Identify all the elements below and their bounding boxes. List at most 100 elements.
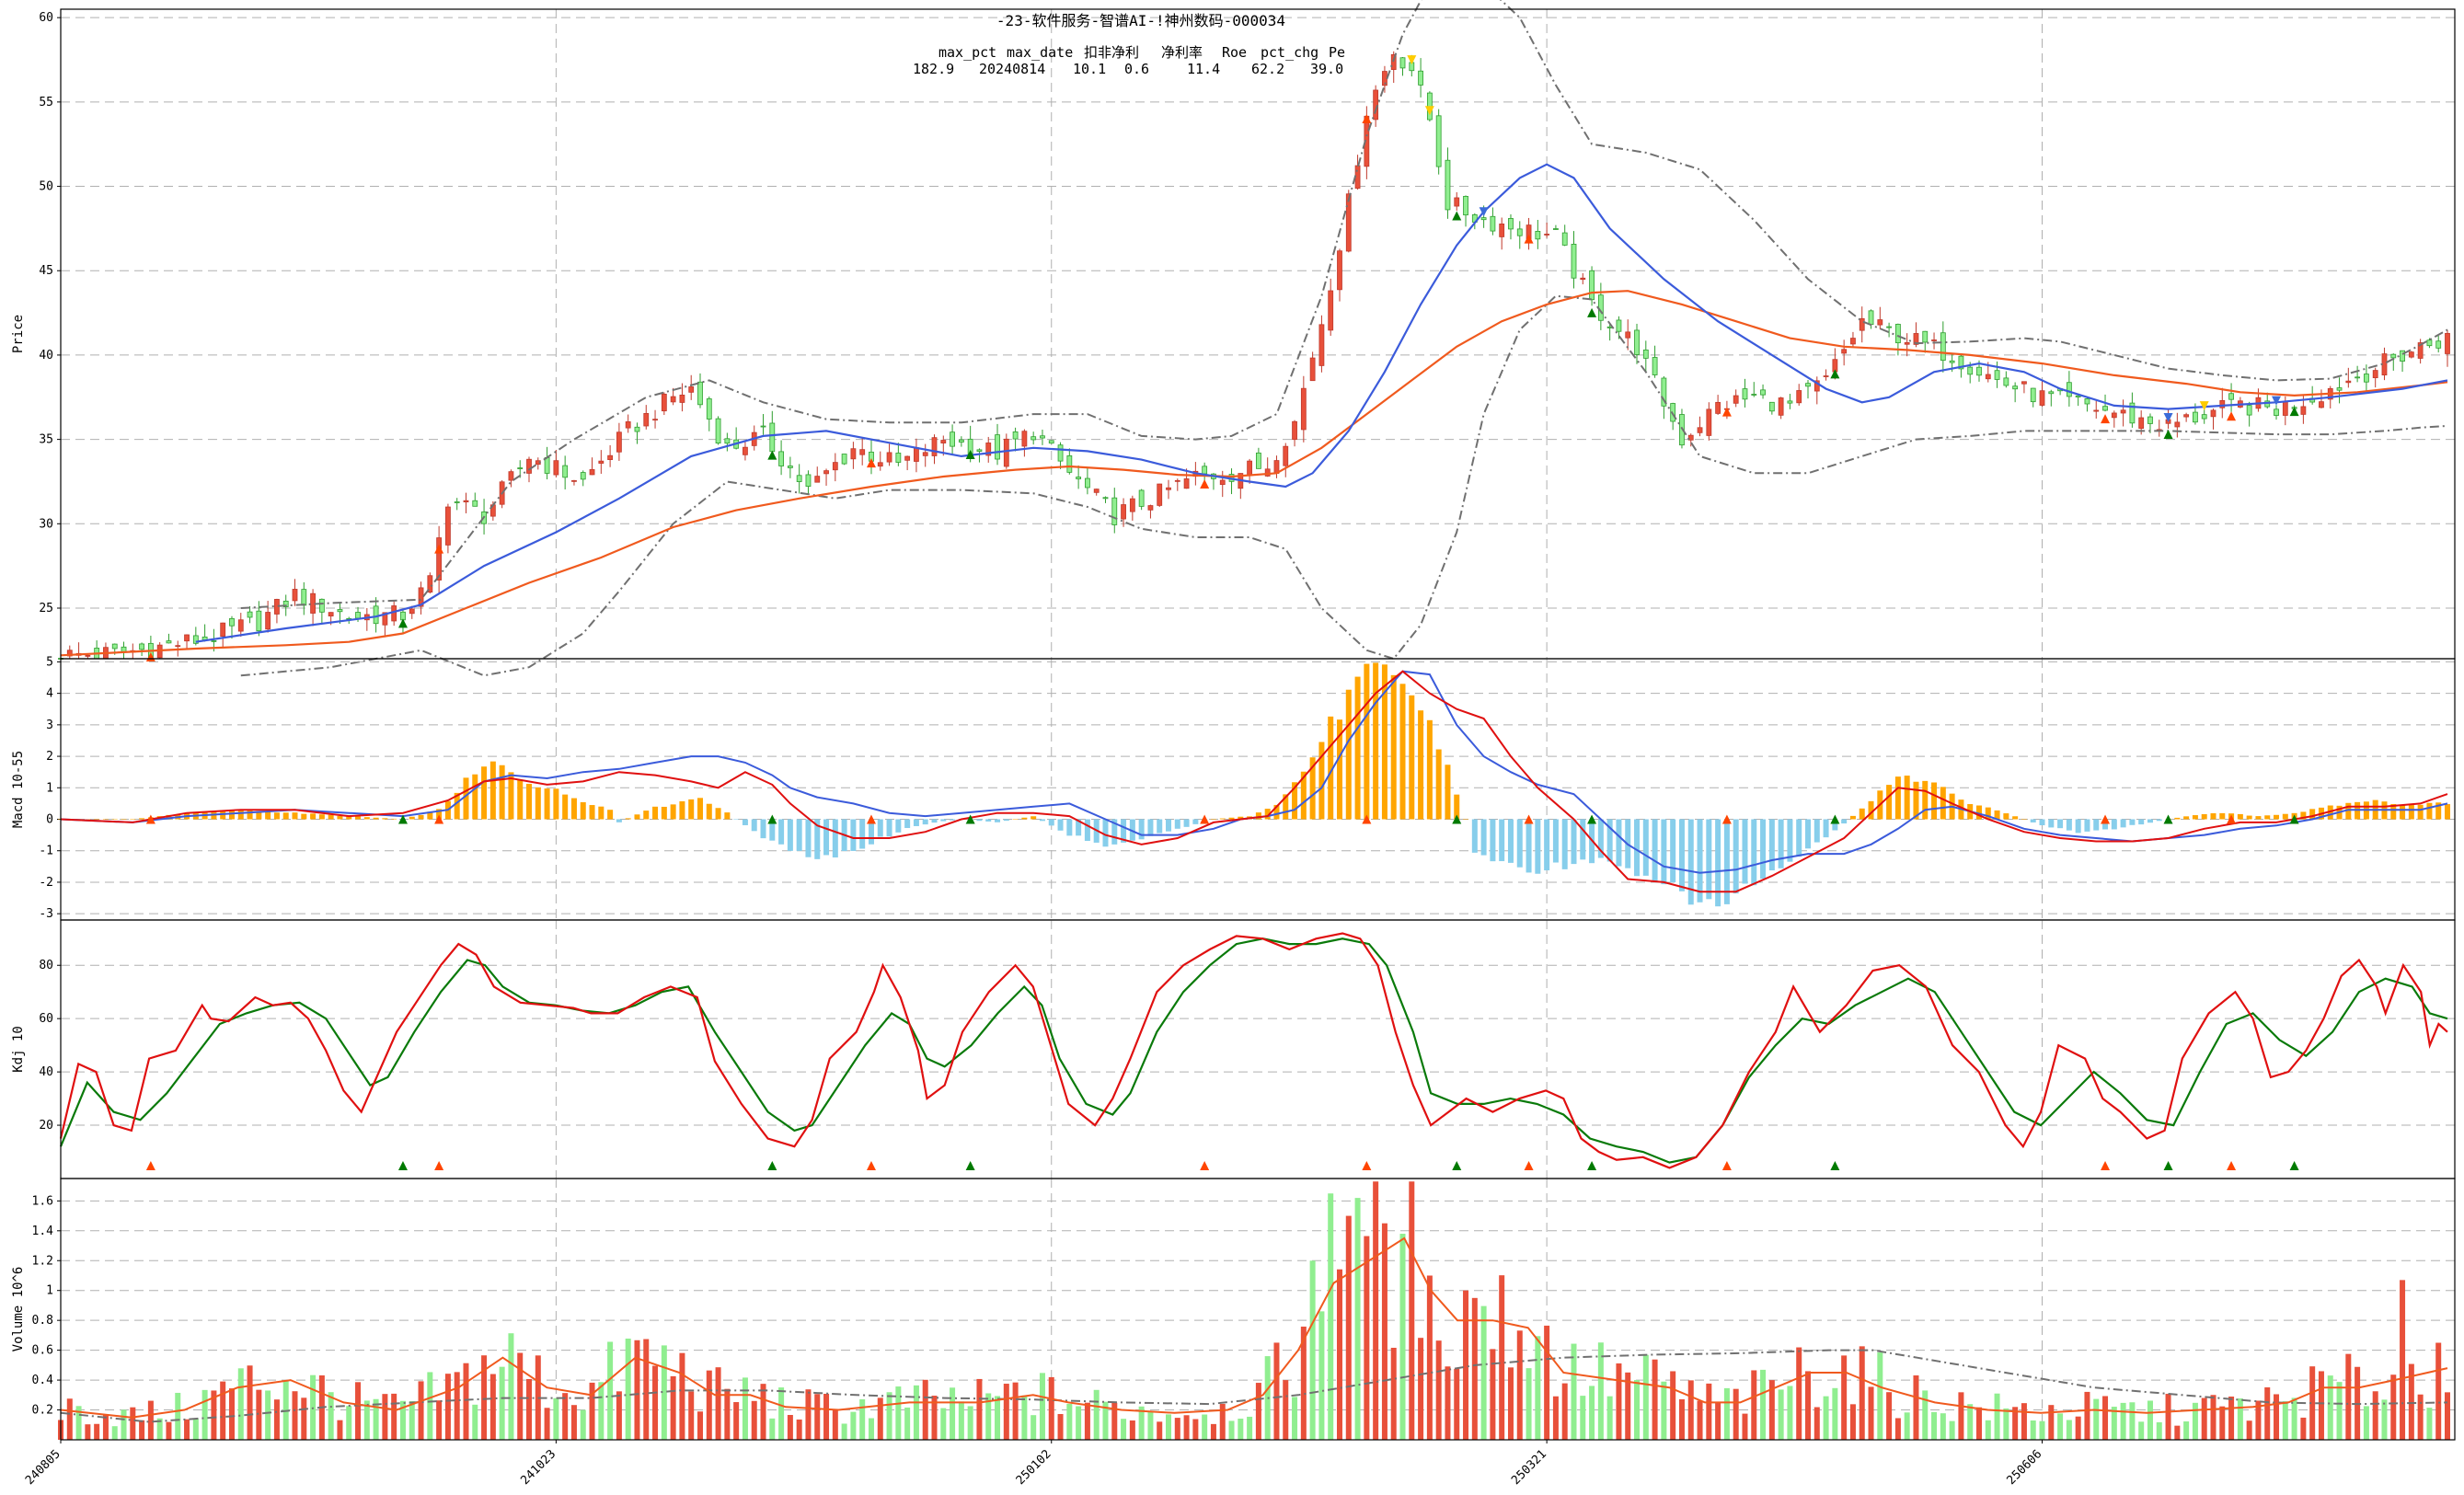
candle-body <box>1121 504 1126 520</box>
candle-body <box>814 476 821 483</box>
macd-buy-marker <box>1524 814 1534 824</box>
candle-body <box>2021 381 2027 385</box>
candle-body <box>1859 317 1865 331</box>
candle-body <box>1553 228 1559 230</box>
volume-ma-long-line <box>60 1349 2448 1423</box>
volume-bar <box>444 1374 451 1440</box>
volume-bar <box>2300 1417 2307 1440</box>
candle-body <box>607 454 614 460</box>
volume-bar <box>247 1365 253 1440</box>
candle-body <box>1625 331 1631 339</box>
macd-hist-bar <box>1300 771 1307 820</box>
candle-body <box>427 575 433 593</box>
volume-bar <box>1994 1393 2000 1440</box>
volume-bar <box>697 1411 703 1440</box>
kdj-buy-marker <box>2227 1161 2237 1170</box>
price-buy-marker <box>2227 411 2237 421</box>
volume-bar <box>859 1398 866 1440</box>
volume-bar <box>1138 1406 1145 1440</box>
volume-bar <box>1354 1198 1361 1440</box>
macd-hist-bar <box>282 812 289 820</box>
macd-hist-bar <box>751 819 757 832</box>
macd-hist-bar <box>1174 819 1180 829</box>
macd-hist-bar <box>111 819 118 821</box>
candle-body <box>1499 223 1505 237</box>
candle-body <box>1940 332 1946 362</box>
volume-bar <box>1733 1388 1739 1440</box>
kdj-buy-marker <box>145 1161 155 1170</box>
macd-hist-bar <box>2156 819 2162 822</box>
candle-body <box>1445 159 1451 211</box>
macd-hist-bar <box>1121 819 1127 843</box>
candle-body <box>2364 374 2369 383</box>
macd-ytick-label: 1 <box>46 781 53 795</box>
macd-hist-bar <box>2057 819 2064 829</box>
volume-bar <box>886 1392 892 1440</box>
macd-hist-bar <box>1597 819 1604 858</box>
candle-body <box>2336 387 2343 391</box>
volume-bar <box>2381 1399 2388 1440</box>
macd-ytick-label: 0 <box>46 813 53 827</box>
candle-body <box>1561 232 1568 246</box>
macd-hist-bar <box>1048 819 1054 826</box>
macd-hist-bar <box>1318 742 1325 820</box>
volume-bar <box>1940 1413 1946 1440</box>
volume-bar <box>111 1426 118 1440</box>
macd-hist-bar <box>976 819 983 822</box>
macd-hist-bar <box>724 812 731 820</box>
price-gold-marker <box>2199 401 2209 411</box>
volume-bar <box>1328 1193 1334 1440</box>
macd-hist-bar <box>1345 689 1352 820</box>
macd-hist-bar <box>2012 816 2019 820</box>
candle-body <box>2193 411 2198 423</box>
volume-bar <box>868 1418 874 1440</box>
volume-bar <box>616 1391 622 1440</box>
candle-body <box>1174 479 1180 482</box>
macd-hist-bar <box>508 772 514 820</box>
volume-bar <box>1210 1423 1216 1440</box>
volume-bar <box>1805 1371 1812 1440</box>
macd-hist-bar <box>2408 803 2414 820</box>
candle-body <box>508 471 514 481</box>
volume-bar <box>733 1402 740 1440</box>
macd-hist-bar <box>2219 812 2226 820</box>
candle-body <box>544 457 550 474</box>
price-gold-marker <box>1424 106 1434 116</box>
candle-body <box>1157 483 1163 506</box>
macd-hist-bar <box>1228 817 1235 820</box>
macd-hist-bar <box>1832 819 1838 831</box>
volume-bar <box>1796 1347 1802 1440</box>
macd-hist-bar <box>102 819 109 821</box>
macd-hist-bar <box>616 819 622 822</box>
macd-hist-bar <box>1760 819 1767 880</box>
macd-hist-bar <box>1364 663 1370 820</box>
volume-bar <box>147 1400 154 1440</box>
macd-hist-bar <box>373 817 379 820</box>
volume-bar <box>427 1372 433 1440</box>
volume-bar <box>1894 1418 1901 1440</box>
volume-bar <box>2084 1391 2090 1440</box>
candle-body <box>743 446 748 455</box>
candle-body <box>1003 438 1009 467</box>
volume-bar <box>2345 1353 2352 1440</box>
volume-bar <box>1985 1420 1991 1440</box>
volume-bar <box>1670 1371 1676 1440</box>
volume-bar <box>1535 1336 1541 1440</box>
macd-hist-bar <box>1634 819 1641 877</box>
macd-hist-bar <box>2030 819 2036 822</box>
macd-hist-bar <box>166 814 172 820</box>
macd-sell-marker <box>1830 814 1840 824</box>
chart-title: -23-软件服务-智谱AI-!神州数码-000034 <box>996 12 1285 29</box>
volume-bar <box>1516 1330 1523 1440</box>
volume-bar <box>526 1378 533 1440</box>
candle-body <box>625 421 631 429</box>
macd-hist-bar <box>742 819 748 825</box>
macd-hist-bar <box>1661 819 1667 885</box>
candle-body <box>1399 57 1406 69</box>
candle-body <box>445 506 451 546</box>
volume-bar <box>1247 1416 1253 1440</box>
macd-hist-bar <box>859 819 866 849</box>
date-tick-label: 241023 <box>518 1447 558 1488</box>
macd-hist-bar <box>1166 819 1172 832</box>
macd-hist-bar <box>598 806 604 820</box>
